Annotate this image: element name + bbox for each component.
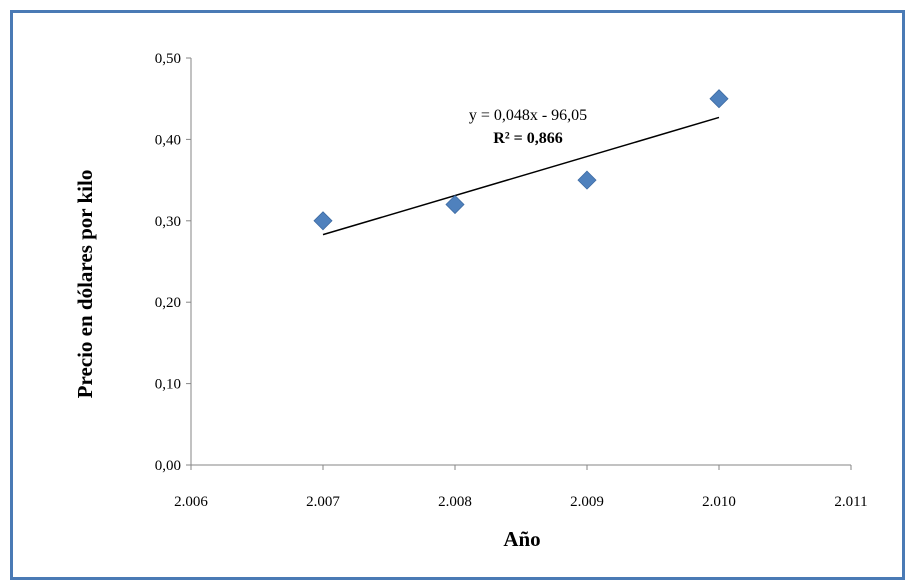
data-point — [709, 89, 729, 109]
data-point — [577, 170, 597, 190]
trendline-equation: y = 0,048x - 96,05 — [469, 107, 587, 124]
axes — [186, 57, 852, 470]
data-point — [445, 194, 465, 215]
x-axis-title: Año — [503, 527, 540, 551]
x-tick-label: 2.011 — [834, 494, 867, 510]
scatter-chart: 0,00 0,10 0,20 0,30 0,40 0,50 2.006 2.007 2.008 2… — [73, 51, 868, 551]
y-tick-label: 0,20 — [155, 295, 181, 311]
trendline-group — [322, 116, 720, 236]
data-points — [313, 89, 729, 231]
data-point — [313, 211, 333, 231]
trendline — [322, 116, 720, 236]
y-tick-label: 0,50 — [155, 51, 181, 67]
x-tick-label: 2.010 — [702, 494, 736, 510]
y-axis-title: Precio en dólares por kilo — [73, 170, 97, 399]
chart-frame — [10, 10, 905, 580]
x-tick-label: 2.008 — [438, 494, 472, 510]
x-tick-label: 2.006 — [174, 494, 208, 510]
y-tick-label: 0,00 — [155, 458, 181, 474]
y-tick-label: 0,40 — [155, 132, 181, 148]
y-tick-label: 0,10 — [155, 377, 181, 393]
tick-labels: 0,00 0,10 0,20 0,30 0,40 0,50 2.006 2.007 2.008 2… — [155, 51, 868, 510]
x-tick-label: 2.009 — [570, 494, 604, 510]
x-tick-label: 2.007 — [306, 494, 340, 510]
y-tick-label: 0,30 — [155, 214, 181, 230]
r-squared-label: R² = 0,866 — [493, 130, 562, 147]
